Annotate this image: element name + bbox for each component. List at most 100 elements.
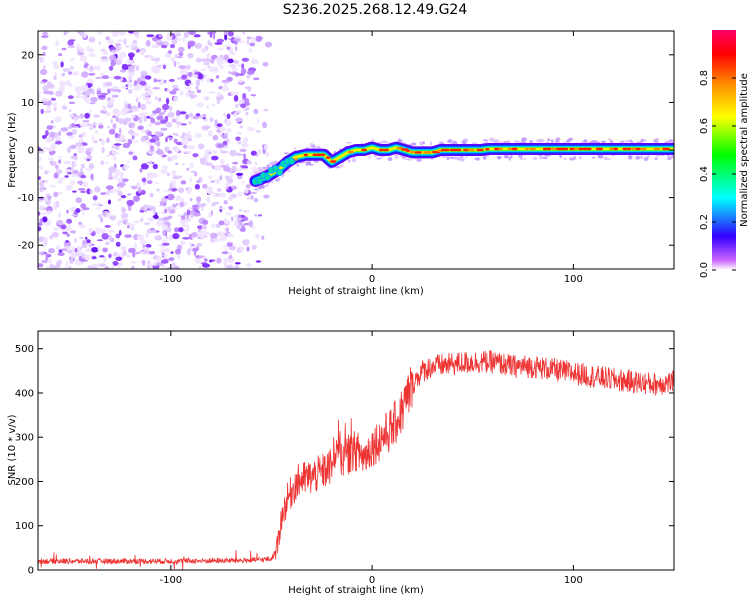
noise-speckle — [68, 266, 72, 269]
noise-speckle — [120, 69, 127, 73]
noise-speckle — [107, 99, 113, 105]
ridge-halo-speckle — [591, 156, 596, 159]
ridge-halo-speckle — [514, 140, 520, 144]
noise-speckle — [50, 161, 57, 166]
noise-speckle — [235, 110, 242, 114]
ridge-halo-speckle — [484, 139, 489, 143]
noise-speckle — [199, 229, 208, 236]
noise-speckle — [129, 56, 133, 61]
noise-speckle — [108, 128, 116, 135]
noise-speckle — [223, 166, 231, 172]
noise-speckle — [235, 136, 241, 141]
snr-xtick-label: -100 — [159, 575, 182, 586]
noise-speckle — [112, 174, 119, 180]
ridge-halo-speckle — [310, 146, 316, 150]
noise-speckle — [98, 124, 104, 129]
ridge-halo-speckle — [457, 156, 463, 161]
noise-speckle — [114, 109, 122, 117]
noise-speckle — [60, 224, 67, 230]
noise-speckle — [44, 102, 51, 106]
noise-speckle — [127, 52, 135, 58]
noise-speckle — [149, 138, 156, 143]
noise-speckle — [256, 118, 260, 124]
ridge-halo-speckle — [394, 153, 399, 158]
noise-speckle — [262, 121, 267, 129]
spectrogram-ytick-label: 20 — [21, 50, 34, 61]
noise-speckle — [151, 173, 159, 178]
noise-speckle — [93, 140, 99, 144]
noise-speckle — [231, 91, 240, 95]
noise-speckle — [241, 143, 249, 148]
noise-speckle — [164, 115, 169, 123]
noise-speckle-region — [38, 31, 273, 269]
noise-speckle — [127, 225, 130, 229]
noise-speckle — [180, 218, 188, 225]
noise-speckle — [229, 149, 237, 157]
noise-speckle — [186, 214, 189, 220]
noise-speckle — [60, 127, 68, 132]
noise-speckle — [166, 266, 174, 269]
noise-speckle — [110, 118, 113, 124]
noise-speckle — [213, 164, 222, 171]
noise-speckle — [76, 180, 84, 185]
noise-speckle — [123, 117, 132, 123]
noise-speckle — [206, 52, 211, 60]
noise-speckle — [168, 209, 176, 214]
noise-speckle — [107, 199, 112, 205]
noise-speckle — [147, 130, 152, 136]
noise-speckle — [194, 171, 198, 177]
noise-speckle — [130, 43, 138, 48]
noise-speckle — [79, 190, 87, 193]
noise-speckle — [242, 137, 249, 144]
noise-speckle — [107, 229, 116, 233]
noise-speckle — [154, 131, 163, 137]
noise-speckle — [205, 58, 210, 62]
noise-speckle — [234, 117, 243, 123]
noise-speckle — [83, 254, 91, 261]
noise-speckle — [127, 193, 132, 196]
noise-speckle — [97, 64, 101, 72]
ridge-halo-speckle — [348, 159, 351, 163]
noise-speckle — [200, 205, 205, 212]
noise-speckle — [236, 168, 241, 171]
noise-speckle — [203, 152, 210, 159]
noise-speckle — [134, 251, 141, 255]
noise-speckle — [79, 55, 88, 62]
noise-speckle — [105, 112, 112, 116]
ridge-halo-speckle — [465, 156, 468, 159]
noise-speckle — [57, 178, 63, 184]
noise-speckle — [173, 96, 178, 103]
noise-speckle — [86, 233, 92, 236]
noise-speckle — [48, 91, 54, 95]
noise-speckle — [190, 244, 195, 247]
ridge-halo-speckle — [260, 186, 265, 189]
noise-speckle — [76, 250, 83, 257]
ridge-halo-speckle — [539, 156, 543, 160]
noise-speckle — [38, 263, 44, 268]
noise-speckle — [228, 64, 236, 68]
ridge-halo-speckle — [643, 157, 649, 161]
noise-speckle — [171, 38, 178, 45]
noise-speckle — [236, 217, 243, 221]
noise-speckle — [121, 63, 129, 71]
noise-speckle — [161, 199, 166, 202]
noise-speckle — [211, 155, 219, 161]
noise-speckle — [61, 47, 67, 51]
noise-speckle — [225, 212, 232, 216]
noise-speckle — [188, 187, 193, 191]
noise-speckle — [53, 75, 57, 81]
noise-speckle — [100, 217, 104, 223]
noise-speckle — [241, 180, 245, 185]
noise-speckle — [238, 79, 244, 84]
snr-ylabel: SNR (10 * v/v) — [7, 414, 18, 485]
noise-speckle — [196, 102, 204, 108]
noise-speckle — [263, 194, 270, 199]
noise-speckle — [98, 204, 104, 207]
noise-speckle — [228, 255, 233, 259]
noise-speckle — [101, 56, 108, 60]
noise-speckle — [53, 201, 57, 209]
noise-speckle — [180, 198, 185, 202]
noise-speckle — [188, 83, 193, 86]
noise-speckle — [76, 245, 82, 252]
ridge-halo-speckle — [284, 152, 289, 155]
